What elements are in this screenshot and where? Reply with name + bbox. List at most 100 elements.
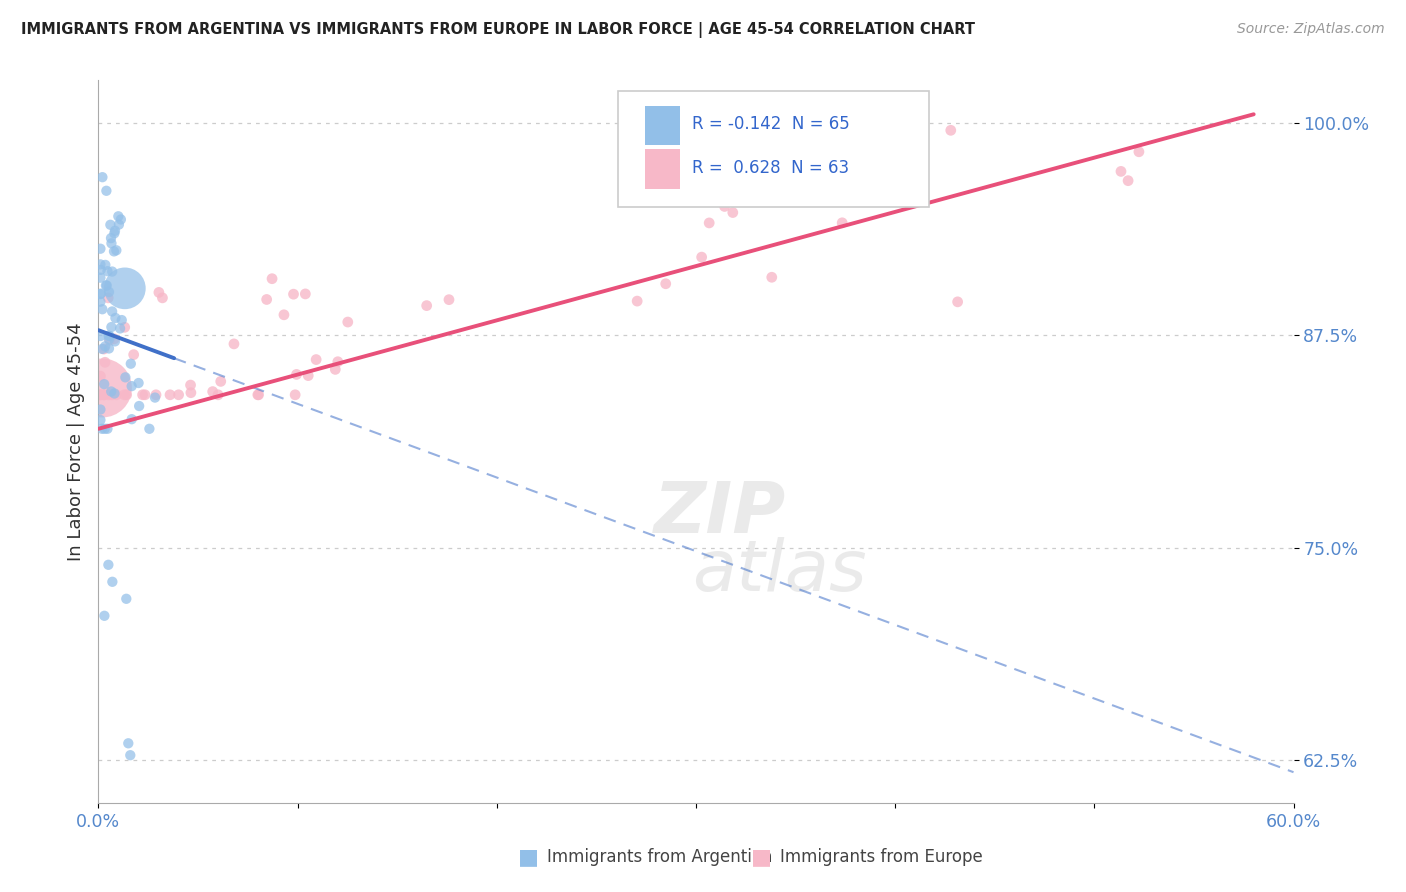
Point — [96, 264, 118, 278]
Text: R =  0.628  N = 63: R = 0.628 N = 63 — [692, 159, 849, 177]
Point — [89, 242, 111, 256]
Point — [101, 388, 124, 402]
Point — [120, 357, 142, 371]
Point — [115, 591, 138, 606]
Point — [100, 236, 122, 251]
Point — [89, 388, 111, 402]
Point — [110, 212, 132, 227]
Bar — [644, 105, 681, 145]
Text: ■: ■ — [519, 847, 538, 867]
Point — [247, 388, 270, 402]
Point — [143, 391, 166, 405]
Point — [114, 281, 136, 295]
Point — [721, 205, 744, 219]
Point — [112, 388, 135, 402]
Point — [285, 368, 308, 382]
Point — [256, 293, 278, 307]
Point — [94, 278, 117, 293]
Point — [284, 388, 307, 402]
Point — [93, 388, 115, 402]
Point — [246, 388, 269, 402]
Point — [97, 388, 120, 402]
Point — [91, 170, 114, 185]
Point — [713, 199, 735, 213]
Text: ZIP: ZIP — [654, 479, 786, 549]
Bar — [644, 149, 681, 189]
Point — [93, 422, 115, 436]
Point — [122, 348, 145, 362]
Point — [94, 258, 117, 272]
Point — [138, 422, 160, 436]
Point — [89, 369, 111, 384]
Point — [93, 608, 115, 623]
Point — [114, 370, 136, 384]
Point — [222, 337, 245, 351]
Point — [104, 224, 127, 238]
Point — [89, 257, 111, 271]
Point — [128, 376, 150, 390]
Point — [201, 384, 224, 399]
Point — [782, 174, 804, 188]
Point — [946, 294, 969, 309]
Point — [108, 218, 131, 232]
Point — [111, 313, 134, 327]
Point — [93, 377, 115, 392]
Point — [91, 422, 114, 436]
Point — [131, 388, 153, 402]
Point — [810, 162, 832, 177]
Point — [626, 294, 648, 309]
Point — [89, 388, 111, 402]
Point — [121, 379, 143, 393]
Point — [180, 385, 202, 400]
Point — [103, 332, 125, 346]
Point — [91, 381, 114, 395]
Point — [207, 388, 229, 402]
Text: IMMIGRANTS FROM ARGENTINA VS IMMIGRANTS FROM EUROPE IN LABOR FORCE | AGE 45-54 C: IMMIGRANTS FROM ARGENTINA VS IMMIGRANTS … — [21, 22, 976, 38]
Text: Immigrants from Europe: Immigrants from Europe — [779, 848, 983, 866]
Point — [103, 244, 125, 259]
Point — [98, 342, 121, 356]
Point — [89, 294, 111, 309]
Point — [100, 320, 122, 334]
Point — [104, 334, 127, 349]
Point — [305, 352, 328, 367]
Point — [297, 368, 319, 383]
Point — [939, 123, 962, 137]
Point — [89, 329, 111, 343]
Point — [93, 342, 115, 356]
Point — [103, 227, 125, 241]
Point — [104, 310, 127, 325]
Point — [97, 291, 120, 305]
Point — [654, 277, 676, 291]
Point — [1116, 174, 1139, 188]
Point — [89, 287, 111, 301]
Point — [326, 355, 349, 369]
Point — [93, 388, 115, 402]
Point — [134, 388, 156, 402]
Point — [97, 558, 120, 572]
Point — [697, 216, 720, 230]
Point — [101, 574, 124, 589]
Point — [159, 388, 181, 402]
Point — [96, 184, 118, 198]
Point — [97, 328, 120, 343]
Point — [180, 378, 202, 392]
Point — [101, 264, 124, 278]
Point — [114, 320, 136, 334]
Point — [100, 231, 122, 245]
Point — [91, 342, 114, 356]
Point — [105, 388, 128, 402]
Point — [167, 388, 190, 402]
Point — [1128, 145, 1150, 159]
Point — [148, 285, 170, 300]
Text: R = -0.142  N = 65: R = -0.142 N = 65 — [692, 115, 851, 133]
Point — [96, 422, 118, 436]
Point — [103, 386, 125, 401]
Text: Immigrants from Argentina: Immigrants from Argentina — [547, 848, 772, 866]
Point — [90, 286, 112, 301]
Point — [336, 315, 359, 329]
Point — [89, 402, 111, 417]
Point — [101, 304, 124, 318]
Point — [98, 218, 122, 232]
Text: ■: ■ — [751, 847, 772, 867]
